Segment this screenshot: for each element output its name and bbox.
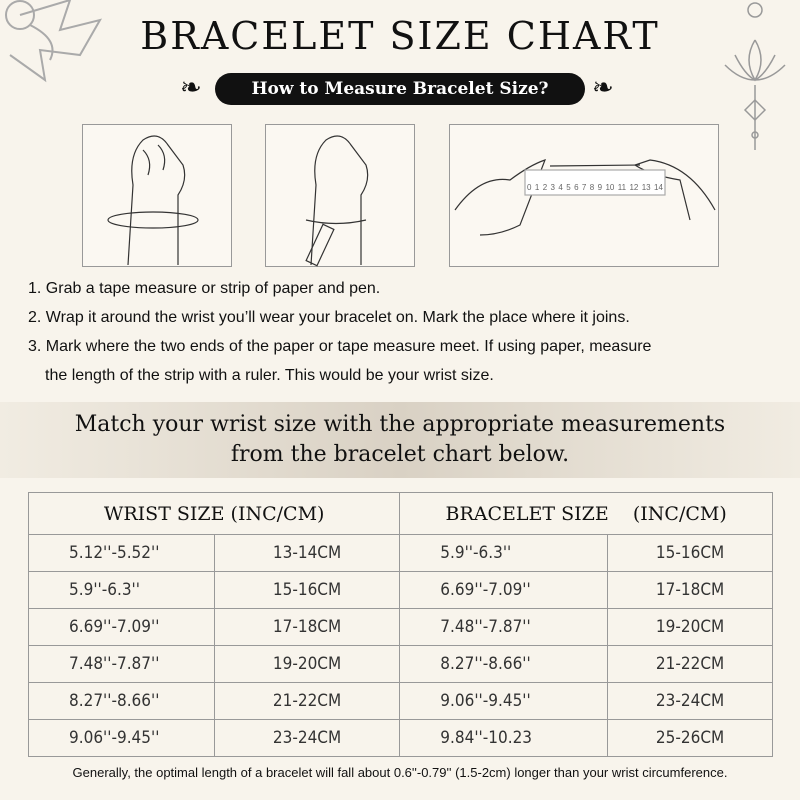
- cell-bracelet-cm: 23-24CM: [607, 682, 773, 720]
- cell-bracelet-cm: 21-22CM: [607, 645, 773, 683]
- lotus-ornament-icon: [724, 2, 786, 150]
- cell-wrist-inches: 7.48''-7.87'': [28, 645, 215, 683]
- cell-wrist-inches: 6.69''-7.09'': [28, 608, 215, 646]
- cell-wrist-cm: 21-22CM: [213, 682, 401, 720]
- page-title: BRACELET SIZE CHART: [140, 14, 660, 58]
- ruler-label: 3: [550, 183, 555, 192]
- table-row: 7.48''-7.87'' 19-20CM 8.27''-8.66'' 21-22CM: [28, 645, 773, 683]
- cell-wrist-inches: 5.12''-5.52'': [28, 534, 215, 572]
- ruler-label: 13: [641, 183, 651, 192]
- ruler-label: 5: [566, 183, 571, 192]
- ruler-label: 1: [534, 183, 540, 192]
- table-row: 8.27''-8.66'' 21-22CM 9.06''-9.45'' 23-24CM: [28, 682, 773, 720]
- cell-bracelet-inches: 7.48''-7.87'': [399, 608, 609, 646]
- step-1: 1. Grab a tape measure or strip of paper…: [28, 280, 381, 297]
- cell-bracelet-inches: 8.27''-8.66'': [399, 645, 609, 683]
- cell-wrist-cm: 19-20CM: [213, 645, 401, 683]
- ruler-label: 0: [527, 183, 532, 192]
- illustration-measure-ruler: 0 1 2 3 4 5 6 7 8 9 10 11 12 13 14: [449, 124, 719, 267]
- mandala-ornament-icon: [5, 0, 103, 83]
- cell-wrist-cm: 17-18CM: [213, 608, 401, 646]
- ruler-label: 2: [542, 183, 548, 192]
- cell-bracelet-inches: 6.69''-7.09'': [399, 571, 609, 609]
- instruction-steps: 1. Grab a tape measure or strip of paper…: [28, 274, 651, 390]
- illustration-wrap-hand: [82, 124, 232, 267]
- cell-wrist-cm: 15-16CM: [213, 571, 401, 609]
- cell-bracelet-inches: 5.9''-6.3'': [399, 534, 609, 572]
- header-bracelet-size: BRACELET SIZE (INC/CM): [399, 492, 773, 535]
- cell-bracelet-cm: 19-20CM: [607, 608, 773, 646]
- cell-bracelet-inches: 9.06''-9.45'': [399, 682, 609, 720]
- ruler-label: 8: [589, 183, 595, 192]
- ruler-labels: 0 1 2 3 4 5 6 7 8 9 10 11 12 13 14: [527, 183, 663, 192]
- cell-wrist-inches: 8.27''-8.66'': [28, 682, 215, 720]
- cell-bracelet-inches: 9.84''-10.23: [399, 719, 609, 757]
- match-instruction-band: Match your wrist size with the appropria…: [0, 402, 800, 478]
- table-row: 5.9''-6.3'' 15-16CM 6.69''-7.09'' 17-18CM: [28, 571, 773, 609]
- cell-bracelet-cm: 15-16CM: [607, 534, 773, 572]
- cell-wrist-cm: 13-14CM: [213, 534, 401, 572]
- cell-wrist-inches: 9.06''-9.45'': [28, 719, 215, 757]
- step-3: 3. Mark where the two ends of the paper …: [28, 338, 652, 355]
- footnote: Generally, the optimal length of a brace…: [72, 765, 728, 780]
- illustration-mark-wrist: [265, 124, 415, 267]
- ruler-label: 6: [574, 183, 579, 192]
- ruler-label: 4: [558, 183, 563, 192]
- cell-wrist-inches: 5.9''-6.3'': [28, 571, 215, 609]
- subtitle-pill: How to Measure Bracelet Size?: [215, 73, 585, 105]
- table-row: 6.69''-7.09'' 17-18CM 7.48''-7.87'' 19-20CM: [28, 608, 773, 646]
- step-3-continued: the length of the strip with a ruler. Th…: [45, 367, 494, 384]
- ruler-label: 7: [581, 183, 587, 192]
- band-line-2: from the bracelet chart below.: [230, 442, 570, 467]
- ruler-label: 9: [597, 183, 603, 192]
- band-line-1: Match your wrist size with the appropria…: [74, 412, 726, 437]
- size-chart-table: WRIST SIZE (INC/CM) BRACELET SIZE (INC/C…: [27, 492, 773, 757]
- ruler-label: 10: [605, 183, 615, 192]
- step-2: 2. Wrap it around the wrist you’ll wear …: [28, 309, 630, 326]
- ruler-label: 12: [629, 183, 639, 192]
- cell-bracelet-cm: 17-18CM: [607, 571, 773, 609]
- header-wrist-size: WRIST SIZE (INC/CM): [27, 492, 401, 535]
- table-header-row: WRIST SIZE (INC/CM) BRACELET SIZE (INC/C…: [27, 492, 773, 535]
- swirl-ornament-left-icon: ❧: [180, 72, 202, 102]
- ruler-label: 14: [654, 183, 663, 192]
- table-row: 9.06''-9.45'' 23-24CM 9.84''-10.23 25-26CM: [28, 719, 773, 757]
- cell-wrist-cm: 23-24CM: [213, 719, 401, 757]
- ruler-label: 11: [617, 183, 627, 192]
- swirl-ornament-right-icon: ❧: [592, 72, 614, 102]
- table-row: 5.12''-5.52'' 13-14CM 5.9''-6.3'' 15-16CM: [28, 534, 773, 572]
- cell-bracelet-cm: 25-26CM: [607, 719, 773, 757]
